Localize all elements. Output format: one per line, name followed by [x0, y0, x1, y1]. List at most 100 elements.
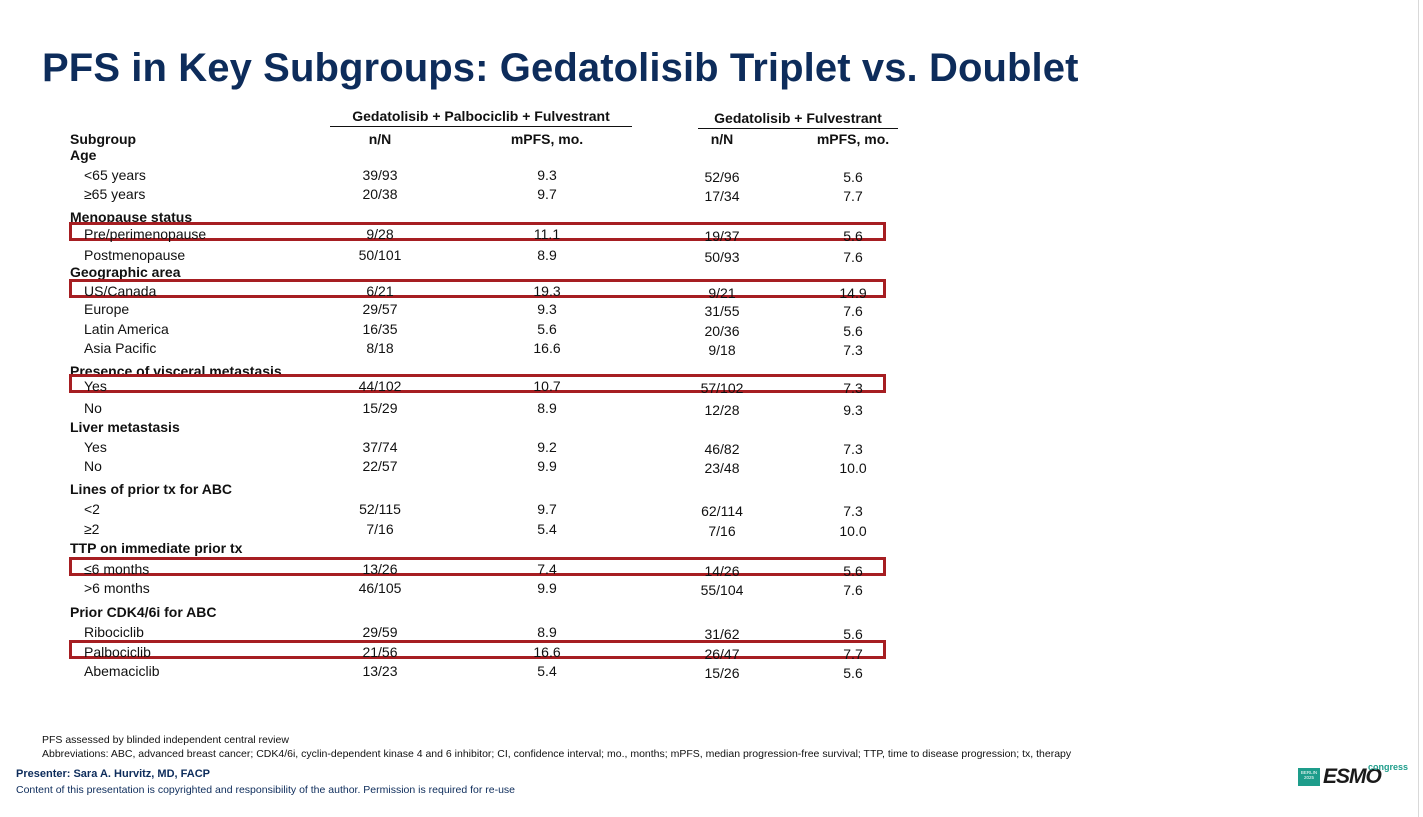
- triplet-mpfs-cell: 5.6: [537, 321, 557, 337]
- triplet-mpfs-cell: 5.4: [537, 663, 557, 679]
- subgroup-category-label: Menopause status: [70, 209, 193, 225]
- doublet-mpfs-column-header: mPFS, mo.: [816, 131, 890, 147]
- doublet-mpfs-cell: 7.3: [843, 342, 863, 358]
- highlight-box: [69, 640, 886, 659]
- doublet-n-column-header: n/N: [710, 131, 734, 147]
- doublet-n-cell: 50/93: [704, 249, 740, 265]
- triplet-n-cell: 6/21: [366, 283, 394, 299]
- subgroup-row-label: ≤6 months: [84, 561, 150, 577]
- doublet-mpfs-cell: 7.6: [843, 582, 863, 598]
- doublet-n-cell: 15/26: [704, 665, 740, 681]
- triplet-n-cell: 13/23: [362, 663, 398, 679]
- triplet-mpfs-cell: 19.3: [533, 283, 561, 299]
- triplet-mpfs-cell: 9.9: [537, 458, 557, 474]
- triplet-mpfs-cell: 9.7: [537, 501, 557, 517]
- triplet-n-cell: 37/74: [362, 439, 398, 455]
- subgroup-row-label: Asia Pacific: [84, 340, 157, 356]
- subgroup-row-label: Postmenopause: [84, 247, 186, 263]
- doublet-n-cell: 17/34: [704, 188, 740, 204]
- triplet-mpfs-cell: 8.9: [537, 247, 557, 263]
- footnote-abbreviations: Abbreviations: ABC, advanced breast canc…: [42, 748, 1072, 760]
- triplet-n-cell: 13/26: [362, 561, 398, 577]
- footnote-bicr: PFS assessed by blinded independent cent…: [42, 734, 289, 746]
- triplet-mpfs-cell: 9.9: [537, 580, 557, 596]
- triplet-n-cell: 46/105: [358, 580, 402, 596]
- subgroup-row-label: <2: [84, 501, 100, 517]
- triplet-mpfs-cell: 5.4: [537, 521, 557, 537]
- subgroup-category-label: Prior CDK4/6i for ABC: [70, 604, 217, 620]
- doublet-mpfs-cell: 10.0: [839, 460, 867, 476]
- triplet-n-cell: 39/93: [362, 167, 398, 183]
- subgroup-category-label: Age: [70, 147, 97, 163]
- doublet-n-cell: 9/21: [708, 285, 736, 301]
- doublet-mpfs-cell: 9.3: [843, 402, 863, 418]
- doublet-n-cell: 55/104: [700, 582, 744, 598]
- subgroup-row-label: Yes: [84, 439, 107, 455]
- doublet-n-cell: 26/47: [704, 646, 740, 662]
- highlight-box: [69, 222, 886, 241]
- triplet-n-cell: 15/29: [362, 400, 398, 416]
- subgroup-row-label: ≥65 years: [84, 186, 146, 202]
- doublet-mpfs-cell: 7.7: [843, 646, 863, 662]
- doublet-n-cell: 23/48: [704, 460, 740, 476]
- highlight-box: [69, 279, 886, 298]
- doublet-n-cell: 7/16: [708, 523, 736, 539]
- triplet-n-cell: 9/28: [366, 226, 394, 242]
- triplet-n-cell: 8/18: [366, 340, 394, 356]
- logo-badge-year: 2025: [1303, 775, 1314, 780]
- triplet-mpfs-cell: 9.3: [537, 301, 557, 317]
- doublet-mpfs-cell: 5.6: [843, 563, 863, 579]
- logo-congress-label: congress: [1368, 762, 1409, 772]
- doublet-mpfs-cell: 5.6: [843, 665, 863, 681]
- slide-edge-divider: [1418, 0, 1419, 817]
- copyright-notice: Content of this presentation is copyrigh…: [16, 784, 516, 796]
- doublet-mpfs-cell: 10.0: [839, 523, 867, 539]
- presenter-credit: Presenter: Sara A. Hurvitz, MD, FACP: [16, 768, 210, 780]
- subgroup-row-label: Ribociclib: [84, 624, 144, 640]
- subgroup-column-header: Subgroup: [70, 131, 137, 147]
- doublet-n-cell: 12/28: [704, 402, 740, 418]
- subgroup-category-label: Geographic area: [70, 264, 181, 280]
- triplet-n-cell: 7/16: [366, 521, 394, 537]
- logo-wordmark: ESMO: [1323, 765, 1382, 788]
- triplet-mpfs-column-header: mPFS, mo.: [510, 131, 584, 147]
- triplet-mpfs-cell: 10.7: [533, 378, 561, 394]
- doublet-mpfs-cell: 7.6: [843, 249, 863, 265]
- doublet-n-cell: 46/82: [704, 441, 740, 457]
- triplet-mpfs-cell: 9.7: [537, 186, 557, 202]
- logo-badge: BERLIN 2025: [1298, 768, 1320, 786]
- triplet-n-cell: 29/59: [362, 624, 398, 640]
- triplet-mpfs-cell: 8.9: [537, 400, 557, 416]
- doublet-n-cell: 31/55: [704, 303, 740, 319]
- logo-badge-city: BERLIN: [1300, 770, 1318, 775]
- doublet-mpfs-cell: 5.6: [843, 626, 863, 642]
- subgroup-row-label: No: [84, 458, 102, 474]
- triplet-n-cell: 22/57: [362, 458, 398, 474]
- subgroup-row-label: Yes: [84, 378, 107, 394]
- triplet-n-cell: 20/38: [362, 186, 398, 202]
- doublet-mpfs-cell: 5.6: [843, 323, 863, 339]
- doublet-n-cell: 31/62: [704, 626, 740, 642]
- triplet-n-cell: 50/101: [358, 247, 402, 263]
- subgroup-row-label: Latin America: [84, 321, 169, 337]
- doublet-n-cell: 9/18: [708, 342, 736, 358]
- slide-title: PFS in Key Subgroups: Gedatolisib Triple…: [42, 46, 1079, 90]
- triplet-n-cell: 29/57: [362, 301, 398, 317]
- triplet-n-cell: 52/115: [359, 501, 401, 517]
- doublet-mpfs-cell: 5.6: [843, 169, 863, 185]
- doublet-mpfs-cell: 7.7: [843, 188, 863, 204]
- doublet-mpfs-cell: 5.6: [843, 228, 863, 244]
- doublet-mpfs-cell: 14.9: [839, 285, 867, 301]
- subgroup-row-label: Palbociclib: [84, 644, 151, 660]
- subgroup-category-label: Lines of prior tx for ABC: [70, 481, 233, 497]
- triplet-n-cell: 44/102: [358, 378, 402, 394]
- subgroup-category-label: Liver metastasis: [70, 419, 180, 435]
- doublet-mpfs-cell: 7.6: [843, 303, 863, 319]
- subgroup-category-label: TTP on immediate prior tx: [70, 540, 243, 556]
- doublet-n-cell: 14/26: [704, 563, 740, 579]
- triplet-mpfs-cell: 9.2: [537, 439, 557, 455]
- doublet-n-cell: 20/36: [704, 323, 740, 339]
- esmo-congress-logo: BERLIN 2025 ESMO congress: [1298, 762, 1409, 788]
- subgroup-row-label: ≥2: [84, 521, 100, 537]
- subgroup-row-label: Europe: [84, 301, 130, 317]
